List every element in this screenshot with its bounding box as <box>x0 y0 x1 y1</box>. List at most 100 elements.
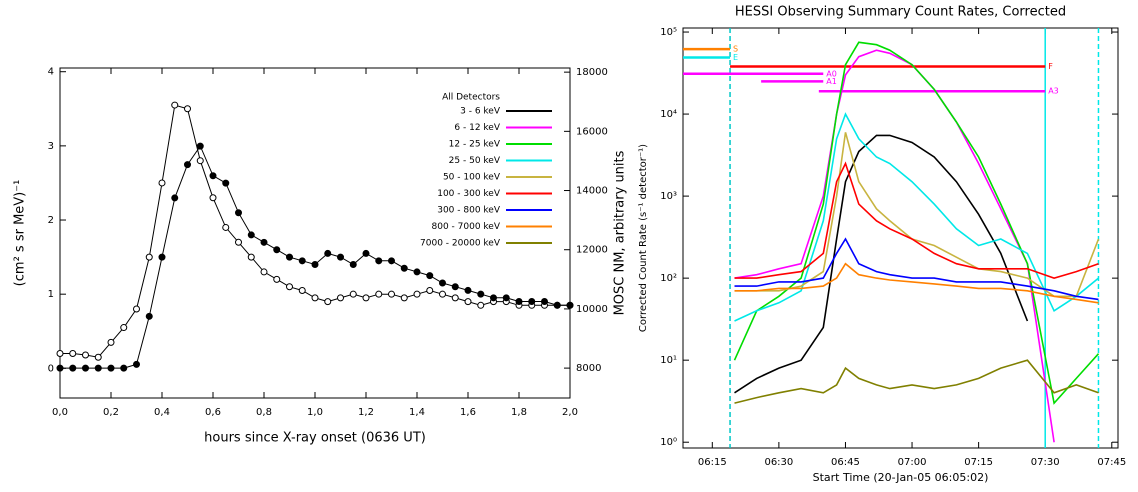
y2-tick-label: 18000 <box>576 67 608 78</box>
data-point <box>184 105 191 113</box>
x-tick-label: 2,0 <box>562 407 578 418</box>
data-point <box>209 172 217 180</box>
data-point <box>375 257 383 265</box>
data-point <box>158 253 166 261</box>
y2-axis-label: MOSC NM, arbitrary units <box>613 150 628 315</box>
flag-label: A0 <box>826 69 837 78</box>
data-point <box>82 351 89 359</box>
x-tick-label: 06:15 <box>698 457 727 468</box>
data-point <box>107 364 115 372</box>
legend-label: 6 - 12 keV <box>454 123 500 133</box>
x-axis-label: hours since X-ray onset (0636 UT) <box>204 431 426 446</box>
y-tick-label: 0 <box>48 363 54 374</box>
data-point <box>388 257 395 265</box>
x-tick-label: 07:00 <box>898 457 927 468</box>
y-tick-label: 4 <box>48 67 54 78</box>
data-point <box>196 142 204 150</box>
data-point <box>553 301 561 309</box>
data-point <box>439 290 446 298</box>
legend-label: 300 - 800 keV <box>437 206 501 216</box>
data-point <box>375 290 383 298</box>
data-point <box>286 253 293 261</box>
series-line <box>734 359 1099 404</box>
x-tick-label: 0,2 <box>103 407 119 418</box>
legend-label: 50 - 100 keV <box>443 173 501 183</box>
data-point <box>464 298 472 306</box>
x-tick-label: 06:30 <box>764 457 793 468</box>
data-point <box>490 294 497 302</box>
x-tick-label: 0,8 <box>256 407 272 418</box>
series-line <box>734 132 1100 298</box>
data-point <box>464 286 472 294</box>
y-tick-label: 2 <box>48 215 54 226</box>
y-tick-label: 10³ <box>660 191 677 202</box>
y-tick-label: 3 <box>48 141 54 152</box>
data-point <box>541 298 548 306</box>
y-tick-label: 10⁵ <box>660 27 677 38</box>
x-tick-label: 0,0 <box>52 407 68 418</box>
series-line <box>734 237 1099 301</box>
data-point <box>171 194 179 202</box>
data-point <box>82 364 89 372</box>
data-point <box>439 279 446 287</box>
x-tick-label: 07:30 <box>1031 457 1060 468</box>
y-tick-label: 10² <box>660 273 677 284</box>
y-tick-label: 10⁰ <box>660 437 677 448</box>
data-point <box>260 268 268 276</box>
legend-label: 800 - 7000 keV <box>432 222 501 232</box>
data-point <box>260 238 268 246</box>
data-point <box>426 286 434 294</box>
x-tick-label: 1,8 <box>511 407 527 418</box>
data-point <box>107 338 115 346</box>
data-point <box>451 294 459 302</box>
flag-label: A3 <box>1048 87 1059 96</box>
data-point <box>426 272 434 280</box>
flag-label: F <box>1048 62 1053 71</box>
data-point <box>413 268 421 276</box>
data-point <box>349 290 357 298</box>
series-line <box>734 134 1029 394</box>
x-tick-label: 07:15 <box>964 457 993 468</box>
data-point <box>222 179 230 187</box>
data-point <box>56 350 64 358</box>
y-tick-label: 1 <box>48 289 54 300</box>
series-line <box>733 41 1100 405</box>
data-point <box>145 253 153 261</box>
data-point <box>349 261 357 269</box>
data-point <box>273 275 281 283</box>
data-point <box>133 305 140 313</box>
y2-tick-label: 12000 <box>576 245 608 256</box>
data-point <box>235 238 242 246</box>
series-line <box>734 112 1100 322</box>
data-point <box>413 290 421 298</box>
x-tick-label: 1,6 <box>460 407 476 418</box>
legend-label: 25 - 50 keV <box>449 156 501 166</box>
data-point <box>171 101 179 109</box>
data-point <box>120 364 128 372</box>
data-point <box>133 360 140 368</box>
y2-tick-label: 14000 <box>576 186 608 197</box>
chart-title: HESSI Observing Summary Count Rates, Cor… <box>735 5 1066 20</box>
data-point <box>247 231 255 239</box>
data-point <box>324 298 332 306</box>
data-point <box>235 209 242 217</box>
data-point <box>298 286 306 294</box>
data-point <box>400 294 408 302</box>
x-tick-label: 0,6 <box>205 407 221 418</box>
y-tick-label: 10¹ <box>660 355 677 366</box>
y-axis-label: (cm² s sr MeV)⁻¹ <box>13 180 28 287</box>
plot-frame <box>59 67 571 399</box>
data-point <box>145 312 153 320</box>
data-point <box>477 301 485 309</box>
y-tick-label: 10⁴ <box>660 109 677 120</box>
y-axis-label: Corrected Count Rate (s⁻¹ detector⁻¹) <box>638 144 649 332</box>
data-point <box>222 223 230 231</box>
series-line <box>734 49 1055 443</box>
data-point <box>337 253 344 261</box>
data-point <box>69 364 77 372</box>
data-point <box>502 294 510 302</box>
data-point <box>94 353 102 361</box>
legend-label: 3 - 6 keV <box>460 107 501 117</box>
data-point <box>515 298 523 306</box>
y2-tick-label: 10000 <box>576 304 608 315</box>
